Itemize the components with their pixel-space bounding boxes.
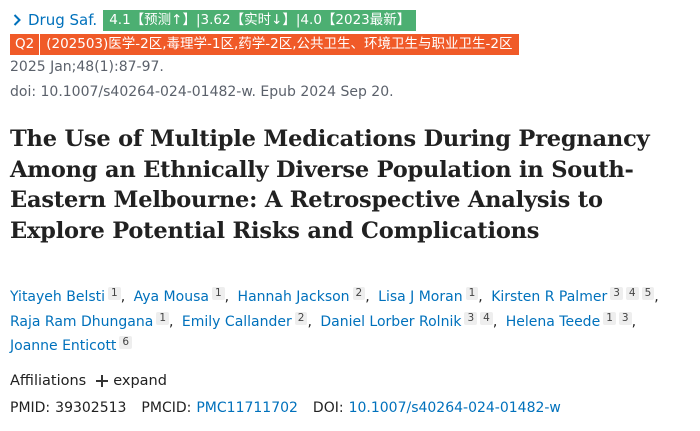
identifiers-row: PMID: 39302513 PMCID: PMC11711702 DOI: 1… [10,400,576,416]
author-item: Aya Mousa 1 [133,287,225,305]
article-title: The Use of Multiple Medications During P… [10,124,700,246]
author-link[interactable]: Kirsten R Palmer [491,289,608,305]
author-link[interactable]: Emily Callander [181,313,292,330]
author-link[interactable]: Hannah Jackson [237,289,350,305]
author-link[interactable]: Yitayeh Belsti [10,289,106,305]
author-link[interactable]: Joanne Enticott [10,338,117,354]
title-line: Among an Ethnically Diverse Population i… [10,156,634,183]
affiliations-row: Affiliations expand [10,373,167,389]
affiliation-badge[interactable]: 2 [294,311,308,325]
pmcid-link[interactable]: PMC11711702 [196,400,298,416]
affiliation-badge[interactable]: 3 [618,311,632,325]
author-item: Raja Ram Dhungana 1 [10,311,170,330]
pmid-value: 39302513 [55,400,127,416]
title-line: Eastern Melbourne: A Retrospective Analy… [10,187,603,213]
affiliation-badge[interactable]: 3 [464,311,478,325]
plus-icon[interactable] [96,375,109,387]
doi-link[interactable]: 10.1007/s40264-024-01482-w [348,400,561,416]
author-item: Daniel Lorber Rolnik 3 4 [320,311,493,330]
affiliation-badge[interactable]: 2 [352,287,366,300]
journal-link[interactable]: Drug Saf. [28,11,98,29]
affiliation-badge[interactable]: 4 [625,287,639,300]
doi-epub-text: doi: 10.1007/s40264-024-01482-w. Epub 20… [10,84,394,100]
author-item: Yitayeh Belsti 1 [10,287,121,305]
chevron-right-icon[interactable] [10,13,24,27]
journal-row: Drug Saf. 4.1【预测↑】|3.62【实时↓】|4.0【2023最新】 [10,9,417,31]
affiliation-badge[interactable]: 1 [211,287,225,300]
category-badge: (202503)医学-2区,毒理学-1区,药学-2区,公共卫生、环境卫生与职业卫… [40,34,519,55]
affiliation-badge[interactable]: 1 [465,287,479,300]
author-link[interactable]: Raja Ram Dhungana [10,313,154,330]
author-item: Emily Callander 2 [181,311,308,330]
author-item: Joanne Enticott 6 [10,336,133,354]
author-item: Hannah Jackson 2 [237,287,366,305]
pmcid-label: PMCID: [141,400,192,416]
impact-factor-badge: 4.1【预测↑】|3.62【实时↓】|4.0【2023最新】 [103,9,417,31]
author-link[interactable]: Lisa J Moran [378,289,463,305]
author-item: Lisa J Moran 1 [378,287,479,305]
affiliation-badge[interactable]: 1 [108,287,121,300]
affiliations-label: Affiliations [10,373,87,389]
doi-label: DOI: [312,400,344,416]
author-item: Kirsten R Palmer 3 4 5 [491,287,655,305]
authors-list: Yitayeh Belsti 1, Aya Mousa 1, Hannah Jack… [10,287,659,354]
title-line: The Use of Multiple Medications During P… [10,126,650,152]
author-item: Helena Teede 1 3 [505,311,632,330]
affiliation-badge[interactable]: 3 [610,287,623,300]
author-link[interactable]: Helena Teede [505,313,601,330]
pmid-label: PMID: [10,400,51,416]
quartile-badge: Q2 [10,34,40,55]
affiliation-badge[interactable]: 5 [641,287,655,300]
affiliation-badge[interactable]: 4 [480,311,493,325]
expand-affiliations-button[interactable]: expand [113,373,167,389]
citation-text: 2025 Jan;48(1):87-97. [10,59,164,75]
author-link[interactable]: Aya Mousa [133,289,209,305]
affiliation-badge[interactable]: 1 [156,311,170,325]
affiliation-badge[interactable]: 6 [119,336,133,349]
author-link[interactable]: Daniel Lorber Rolnik [320,313,462,330]
title-line: Explore Potential Risks and Complication… [10,217,540,244]
affiliation-badge[interactable]: 1 [603,311,616,325]
quartile-row: Q2 (202503)医学-2区,毒理学-1区,药学-2区,公共卫生、环境卫生与… [10,34,519,55]
